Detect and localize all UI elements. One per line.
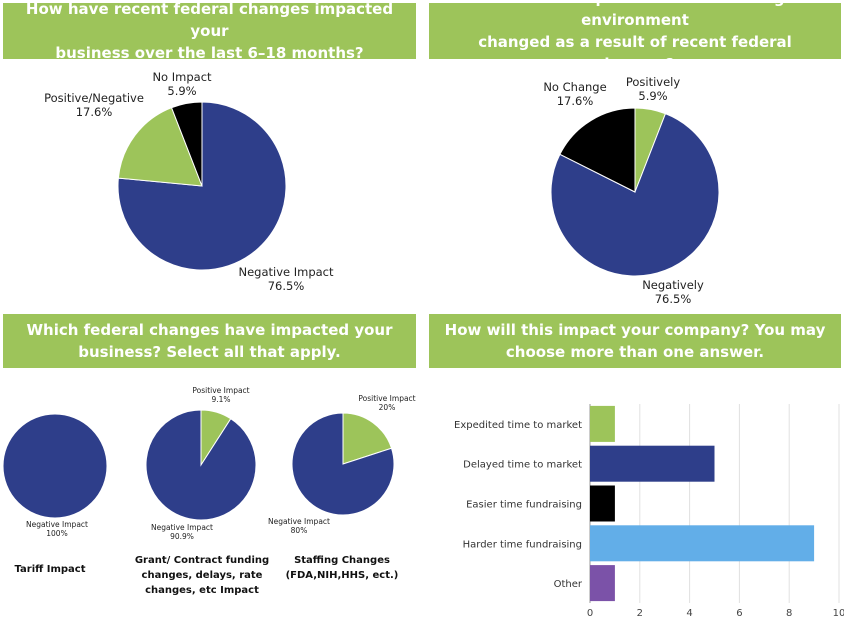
pie-value-negative-impact: 100% [46, 529, 67, 538]
x-tick-label: 6 [736, 608, 742, 618]
pie-label-negative-impact: Negative Impact [238, 265, 334, 279]
x-tick-label: 2 [637, 608, 643, 618]
caption-tariff: Tariff Impact [0, 562, 100, 577]
caption-line: (FDA,NIH,HHS, ect.) [285, 570, 399, 581]
pie-value-negatively: 76.5% [655, 292, 692, 306]
pie-slice-negative-impact [291, 412, 395, 516]
pie-slice-positive-negative [117, 107, 203, 187]
category-label-harder-time-fundraising: Harder time fundraising [463, 539, 582, 550]
category-label-delayed-time-to-market: Delayed time to market [463, 460, 582, 471]
bar-expedited-time-to-market [590, 405, 615, 442]
pie-slice-positive-impact [342, 412, 393, 465]
bar-chart-company-impact: 0 2 4 6 8 10 Expedited time to market Delayed t… [454, 404, 844, 618]
title-company-impact: How will this impact your company? You m… [429, 314, 841, 368]
caption-line: Staffing Changes [294, 555, 390, 566]
pie-value-positive-negative: 17.6% [76, 105, 113, 119]
pie-value-positively: 5.9% [638, 89, 667, 103]
pie-label-positively: Positively [626, 75, 681, 89]
pie-slice-no-impact [170, 101, 203, 187]
title-line: business over the last 6–18 months? [55, 44, 364, 62]
pie-slice-negatively [550, 113, 720, 277]
x-tick-label: 10 [833, 608, 844, 618]
bar-delayed-time-to-market [590, 445, 715, 482]
caption-line: Grant/ Contract funding [134, 555, 270, 566]
pie-value-negative-impact: 90.9% [170, 532, 194, 541]
x-tick-label: 8 [786, 608, 792, 618]
pie-value-no-impact: 5.9% [167, 84, 196, 98]
caption-grant: Grant/ Contract funding changes, delays,… [127, 553, 277, 598]
caption-line: Tariff Impact [14, 564, 86, 575]
x-tick-label: 4 [686, 608, 692, 618]
pie-label-positive-impact: Positive Impact [358, 394, 415, 403]
pie-label-no-impact: No Impact [152, 70, 212, 84]
pie-value-no-change: 17.6% [557, 94, 594, 108]
pie-label-negatively: Negatively [642, 278, 704, 292]
pie-label-negative-impact: Negative Impact [26, 520, 88, 529]
title-line: How has the private sector funding envir… [485, 0, 784, 29]
pie-label-no-change: No Change [543, 80, 606, 94]
caption-line: changes, etc Impact [145, 585, 259, 596]
bar-easier-time-fundraising [590, 485, 615, 522]
category-label-other: Other [554, 579, 583, 590]
title-line: How have recent federal changes impacted… [25, 0, 394, 40]
pie-slice-negative-impact [2, 413, 108, 519]
title-line: business? Select all that apply. [78, 343, 341, 361]
title-line: changed as a result of recent federal ch… [478, 33, 792, 73]
pie-label-negative-impact: Negative Impact [268, 517, 330, 526]
pie-value-negative-impact: 76.5% [268, 279, 305, 293]
pie-slice-negative-impact [145, 409, 257, 521]
pie-value-positive-impact: 9.1% [211, 395, 230, 404]
bar-other [590, 565, 615, 602]
pie-slice-negative-impact [117, 101, 287, 271]
pie-value-positive-impact: 20% [379, 403, 396, 412]
x-tick-label: 0 [587, 608, 593, 618]
caption-line: changes, delays, rate [141, 570, 263, 581]
category-label-expedited-time-to-market: Expedited time to market [454, 420, 582, 431]
pie-label-positive-impact: Positive Impact [192, 386, 249, 395]
caption-staffing: Staffing Changes (FDA,NIH,HHS, ect.) [272, 553, 412, 583]
category-label-easier-time-fundraising: Easier time fundraising [466, 500, 582, 511]
pie-label-negative-impact: Negative Impact [151, 523, 213, 532]
pie-slice-no-change [559, 107, 636, 193]
title-business-impact: How have recent federal changes impacted… [3, 0, 416, 62]
title-line: Which federal changes have impacted your [26, 321, 393, 339]
pie-label-positive-negative: Positive/Negative [44, 91, 144, 105]
title-line: choose more than one answer. [505, 343, 765, 361]
title-federal-changes: Which federal changes have impacted your… [3, 314, 416, 368]
title-funding-environment: How has the private sector funding envir… [429, 0, 841, 73]
bar-harder-time-fundraising [590, 525, 815, 562]
pie-value-negative-impact: 80% [291, 526, 308, 535]
title-line: How will this impact your company? You m… [444, 321, 826, 339]
